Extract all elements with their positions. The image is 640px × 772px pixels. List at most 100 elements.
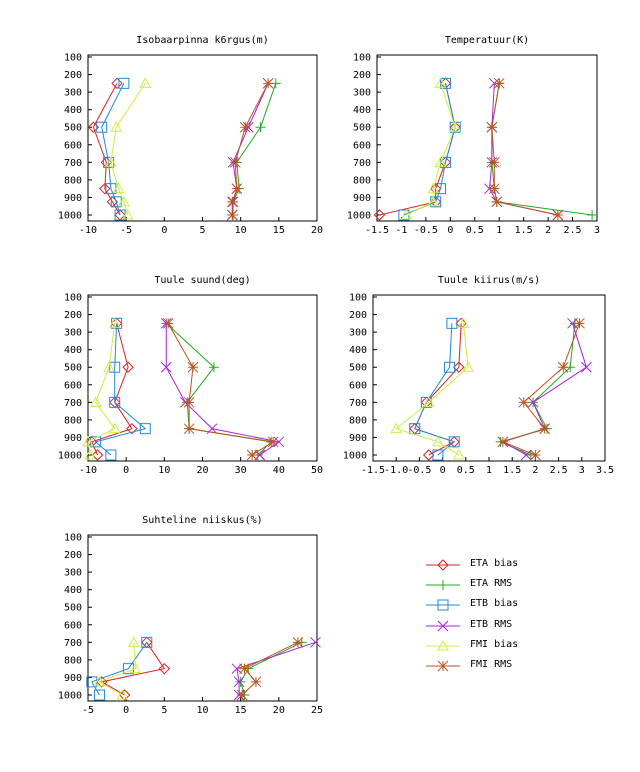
series-fmi-rms [236, 636, 304, 701]
marker-diamond [158, 662, 171, 675]
marker-cross [233, 676, 245, 688]
marker-diamond [437, 559, 449, 571]
y-tick-label: 100 [64, 533, 82, 544]
series-etb-bias [398, 77, 461, 221]
series-etb-bias [86, 636, 153, 701]
marker-cross [231, 663, 243, 675]
x-tick-label: 15 [235, 705, 247, 716]
legend-swatch-fmi-bias [426, 639, 460, 651]
marker-star [530, 449, 541, 461]
legend-item-fmi-rms: FMI RMS [420, 656, 620, 676]
series-etb-bias [96, 77, 130, 221]
y-tick-label: 700 [353, 158, 371, 169]
series-line [488, 83, 558, 216]
x-tick-label: -1.5 [365, 225, 389, 236]
y-tick-label: 400 [64, 105, 82, 116]
series-line [499, 323, 576, 456]
series-line [414, 323, 456, 456]
x-tick-label: -10 [79, 225, 97, 236]
x-tick-label: 10 [158, 465, 170, 476]
marker-diamond [422, 449, 435, 461]
x-tick-label: 30 [235, 465, 247, 476]
marker-star [437, 660, 449, 672]
marker-triangle [434, 77, 447, 88]
y-tick-label: 400 [64, 345, 82, 356]
legend-item-etb-rms: ETB RMS [420, 616, 620, 636]
series-line [231, 83, 269, 215]
series-line [87, 323, 116, 456]
marker-star [236, 689, 248, 701]
y-tick-label: 800 [64, 655, 82, 666]
y-tick-label: 900 [353, 193, 371, 204]
series-line [110, 83, 146, 216]
x-tick-label: 0 [161, 225, 167, 236]
marker-cross [437, 620, 449, 631]
series-eta-bias [409, 317, 467, 461]
series-line [167, 323, 275, 456]
marker-triangle [108, 422, 121, 434]
marker-square [448, 436, 460, 448]
y-tick-label: 200 [353, 70, 371, 81]
series-line [165, 323, 281, 456]
marker-triangle [400, 208, 413, 220]
marker-cross [273, 436, 285, 448]
marker-star [239, 121, 251, 133]
series-line [491, 83, 558, 216]
marker-diamond [99, 182, 111, 195]
series-fmi-bias [390, 317, 474, 460]
x-tick-label: 5 [199, 225, 205, 236]
marker-cross [520, 449, 532, 461]
marker-triangle [422, 396, 435, 407]
y-tick-label: 600 [64, 140, 82, 151]
marker-star [491, 196, 503, 208]
y-tick-label: 900 [349, 433, 367, 444]
marker-star [574, 317, 585, 329]
marker-diamond [126, 422, 138, 435]
y-tick-label: 700 [64, 638, 82, 649]
series-eta-bias [87, 77, 126, 221]
y-tick-label: 400 [349, 345, 367, 356]
marker-cross [310, 636, 321, 648]
y-tick-label: 500 [353, 123, 371, 134]
marker-diamond [111, 77, 123, 90]
marker-square [409, 423, 421, 435]
marker-plus [208, 362, 219, 373]
y-tick-label: 500 [64, 603, 82, 614]
y-tick-label: 600 [353, 140, 371, 151]
marker-plus [438, 580, 448, 591]
legend-swatch-fmi-rms [426, 660, 460, 672]
legend-swatch-eta-rms [426, 580, 460, 591]
marker-diamond [118, 689, 131, 701]
marker-triangle [108, 317, 121, 328]
marker-diamond [455, 317, 467, 330]
marker-star [292, 636, 304, 648]
marker-square [139, 423, 151, 435]
y-tick-label: 800 [64, 415, 82, 426]
series-fmi-bias [400, 77, 462, 220]
marker-triangle [116, 688, 129, 700]
marker-square [439, 77, 451, 89]
marker-square [109, 361, 121, 373]
series-fmi-rms [162, 317, 279, 461]
x-tick-label: 50 [311, 465, 323, 476]
chart-panel-3: Tuule suund(deg)100200300400500600700800… [58, 275, 323, 476]
marker-triangle [93, 675, 106, 687]
marker-triangle [434, 156, 447, 167]
series-fmi-rms [486, 77, 564, 221]
marker-star [488, 156, 500, 168]
x-tick-label: -1 [395, 225, 407, 236]
marker-square [141, 636, 153, 648]
x-tick-label: 1 [486, 465, 492, 476]
series-line [91, 323, 133, 456]
series-eta-bias [86, 317, 138, 461]
marker-star [557, 361, 569, 373]
series-fmi-rms [497, 317, 585, 461]
marker-star [497, 436, 509, 448]
series-line [501, 323, 588, 456]
x-tick-label: -0.5 [407, 465, 431, 476]
chart-title: Suhteline niiskus(%) [142, 515, 262, 526]
marker-triangle [437, 639, 449, 651]
legend-item-etb-bias: ETB bias [420, 595, 620, 615]
